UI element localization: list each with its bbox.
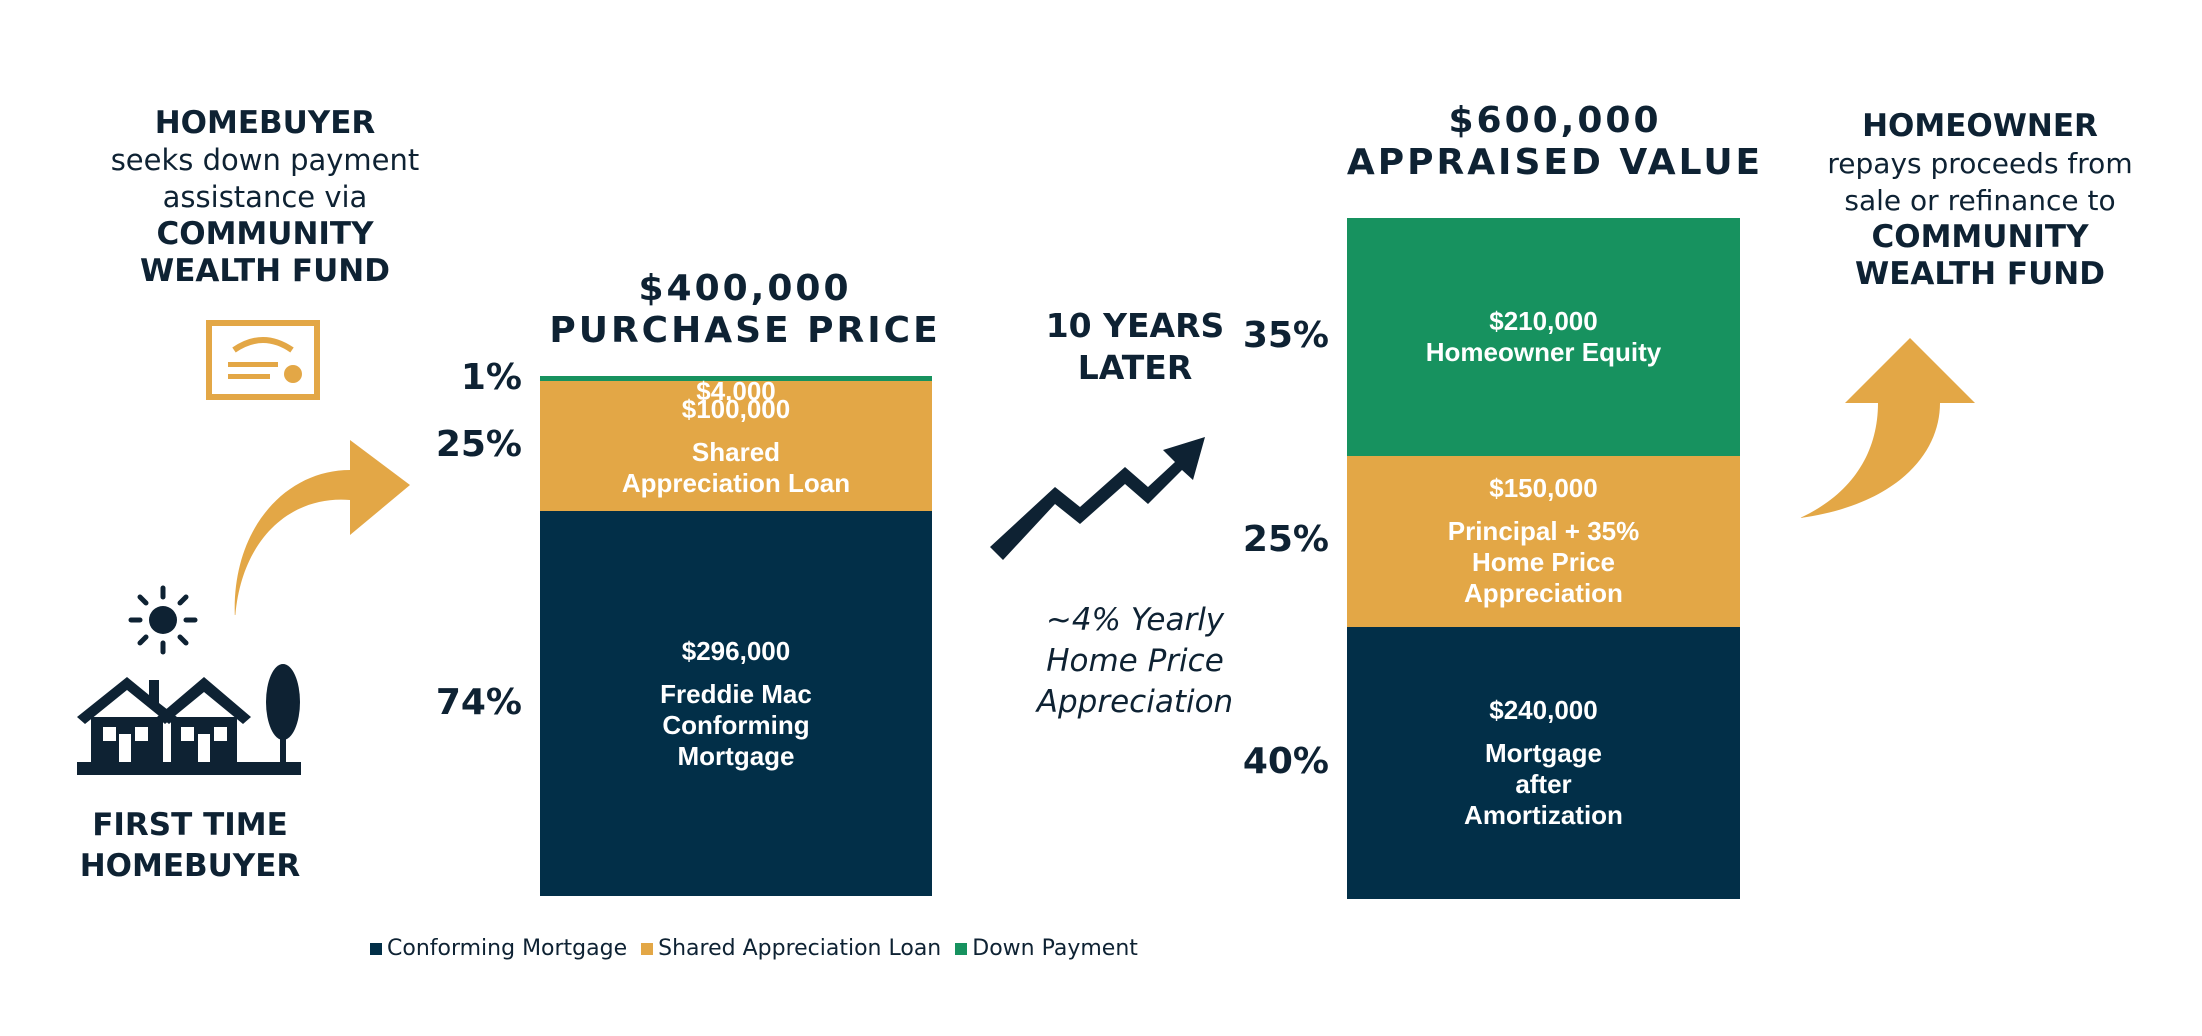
homebuyer-description: HOMEBUYER seeks down payment assistance … [60, 105, 470, 290]
percent-label: 40% [1242, 740, 1329, 782]
years-line-2: LATER [1077, 348, 1193, 387]
segment-description-line: after [1515, 768, 1572, 799]
bar-segment-conforming-mortgage: $240,000 Mortgage after Amortization [1347, 626, 1740, 899]
houses-icon [77, 664, 301, 775]
homeowner-text-2: sale or refinance to [1844, 184, 2116, 217]
purchase-price-amount: $400,000 [638, 268, 852, 309]
footer-line-1: FIRST TIME [92, 807, 288, 843]
segment-label: $296,000 Freddie Mac Conforming Mortgage [540, 636, 932, 772]
homeowner-text-1: repays proceeds from [1827, 147, 2133, 180]
fund-name-right-1: COMMUNITY [1871, 219, 2089, 255]
ten-years-later-label: 10 YEARS LATER [1000, 305, 1270, 389]
years-line-1: 10 YEARS [1045, 306, 1225, 345]
bar-segment-shared-appreciation-loan: $100,000 Shared Appreciation Loan [540, 381, 932, 512]
percent-label: 25% [435, 424, 522, 466]
fund-name-2: WEALTH FUND [140, 253, 390, 289]
segment-value-label: $150,000 [1489, 473, 1598, 504]
bar-segment-conforming-mortgage: $296,000 Freddie Mac Conforming Mortgage [540, 511, 932, 896]
segment-description-line: Principal + 35% [1447, 516, 1640, 547]
trend-up-arrow-icon [990, 437, 1205, 560]
segment-label: $4,000 [540, 376, 932, 407]
segment-label: $100,000 Shared Appreciation Loan [540, 394, 932, 499]
fund-name-1: COMMUNITY [156, 216, 374, 252]
percent-label: 1% [460, 356, 522, 398]
curved-arrow-icon [1800, 338, 1975, 518]
homeowner-title: HOMEOWNER [1862, 108, 2098, 144]
appraised-stacked-bar: $240,000 Mortgage after Amortization $150,00… [1347, 218, 1740, 899]
segment-value-label: $4,000 [696, 376, 776, 406]
sun-icon [128, 585, 198, 655]
purchase-stacked-bar: $296,000 Freddie Mac Conforming Mortgage $10… [540, 376, 932, 896]
percent-label: 74% [435, 681, 522, 723]
first-time-homebuyer-label: FIRST TIME HOMEBUYER [40, 805, 340, 887]
segment-description-line: Homeowner Equity [1425, 337, 1662, 368]
appraised-value-amount: $600,000 [1448, 100, 1662, 141]
appreciation-line-2: Home Price [1046, 643, 1224, 679]
homeowner-description: HOMEOWNER repays proceeds from sale or r… [1790, 108, 2170, 293]
legend-swatch [641, 942, 654, 955]
chart-legend: Conforming Mortgage Shared Appreciation L… [370, 936, 1138, 961]
segment-value-label: $210,000 [1489, 306, 1598, 337]
segment-description-line: Amortization [1464, 799, 1623, 830]
segment-value-label: $100,000 [681, 393, 791, 424]
segment-label: $210,000 Homeowner Equity [1347, 306, 1740, 368]
appreciation-note: ~4% Yearly Home Price Appreciation [1000, 600, 1270, 723]
segment-description-line: Appreciation [1464, 578, 1623, 609]
certificate-icon [206, 320, 320, 400]
bar-segment-shared-appreciation-loan: $150,000 Principal + 35% Home Price Appreci… [1347, 456, 1740, 627]
legend-item: Conforming Mortgage [370, 936, 627, 961]
segment-label: $150,000 Principal + 35% Home Price Appreci… [1347, 473, 1740, 609]
purchase-price-label: PURCHASE PRICE [549, 310, 941, 351]
purchase-chart-title: $400,000 PURCHASE PRICE [520, 268, 970, 352]
curved-arrow-icon [234, 440, 410, 615]
legend-swatch [370, 942, 382, 955]
appreciation-line-1: ~4% Yearly [1045, 602, 1225, 638]
segment-description-line: Mortgage [1485, 737, 1602, 768]
segment-description-line: Shared [691, 436, 781, 467]
legend-label: Shared Appreciation Loan [658, 936, 942, 961]
fund-name-right-2: WEALTH FUND [1855, 256, 2105, 292]
percent-label: 35% [1242, 315, 1329, 357]
legend-label: Down Payment [972, 936, 1138, 961]
homebuyer-text-1: seeks down payment [110, 143, 420, 177]
bar-segment-down-payment: $210,000 Homeowner Equity [1347, 218, 1740, 457]
segment-description-line: Conforming [662, 709, 810, 740]
segment-description-line: Appreciation Loan [621, 467, 851, 498]
segment-description-line: Home Price [1471, 547, 1616, 578]
segment-description-line: Freddie Mac [660, 678, 812, 709]
footer-line-2: HOMEBUYER [79, 848, 301, 884]
segment-value-label: $240,000 [1489, 694, 1598, 725]
legend-swatch [955, 942, 968, 955]
appraised-chart-title: $600,000 APPRAISED VALUE [1330, 100, 1780, 184]
legend-label: Conforming Mortgage [387, 936, 628, 961]
segment-value-label: $296,000 [681, 635, 791, 666]
homebuyer-title: HOMEBUYER [154, 105, 376, 141]
bar-segment-down-payment: $4,000 [540, 376, 932, 406]
legend-item: Shared Appreciation Loan [641, 936, 941, 961]
segment-description-line: Mortgage [677, 740, 795, 771]
homebuyer-text-2: assistance via [162, 180, 368, 214]
segment-label: $240,000 Mortgage after Amortization [1347, 695, 1740, 831]
legend-item: Down Payment [955, 936, 1138, 961]
percent-label: 25% [1242, 519, 1329, 561]
appraised-value-label: APPRAISED VALUE [1346, 142, 1764, 183]
appreciation-line-3: Appreciation [1036, 684, 1234, 720]
